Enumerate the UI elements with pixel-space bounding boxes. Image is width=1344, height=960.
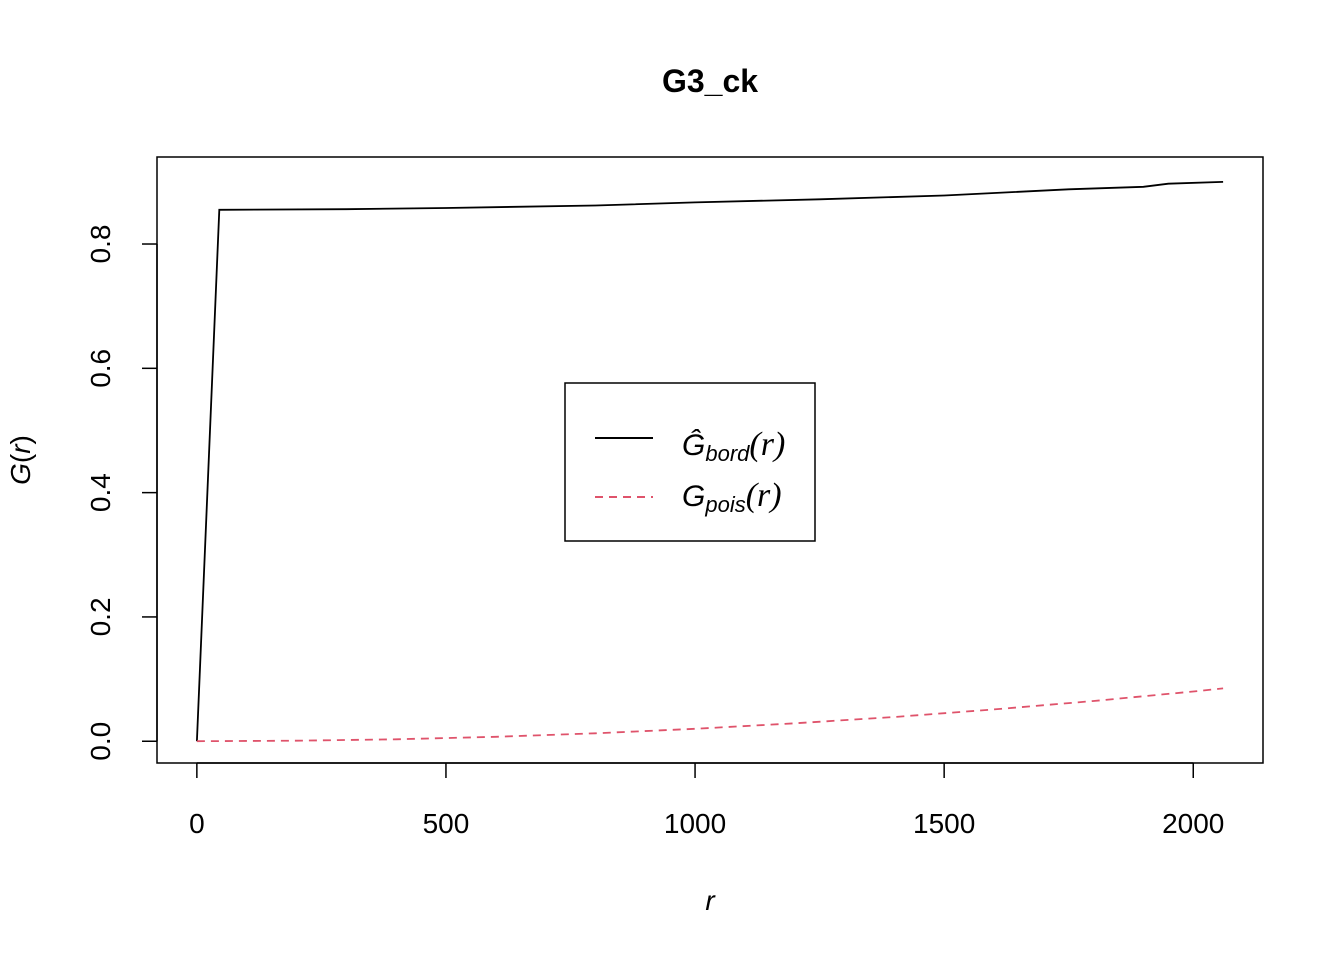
legend-bord-arg: (r) (749, 426, 785, 463)
y-axis-label-text: G(r) (5, 435, 36, 485)
series-line-bord (196, 181, 1224, 742)
legend-bord-sub: bord (705, 441, 750, 466)
y-axis-label: G(r) (5, 435, 36, 485)
x-tick-label: 1000 (664, 808, 726, 839)
y-axis-label-arg: r (5, 443, 36, 454)
y-tick-label: 0.2 (85, 597, 116, 636)
series-layer (196, 181, 1224, 743)
y-tick-label: 0.8 (85, 225, 116, 264)
y-axis: 0.0 0.2 0.4 0.6 0.8 (85, 225, 158, 761)
legend: Ĝbord(r) Gpois(r) (564, 382, 816, 542)
legend-pois-sub: pois (704, 492, 745, 517)
y-axis-label-close-paren: ) (5, 435, 36, 444)
x-tick-label: 2000 (1162, 808, 1224, 839)
x-axis-label: r (705, 885, 716, 916)
legend-label-bord: Ĝbord(r) (682, 426, 785, 466)
legend-box (564, 382, 816, 542)
series-line-pois (196, 687, 1224, 743)
x-tick-label: 0 (189, 808, 205, 839)
y-tick-label: 0.4 (85, 473, 116, 512)
x-axis: 0 500 1000 1500 2000 (189, 762, 1224, 839)
legend-pois-main: G (682, 480, 705, 513)
y-tick-label: 0.0 (85, 722, 116, 761)
x-tick-label: 1500 (913, 808, 975, 839)
x-tick-label: 500 (423, 808, 470, 839)
legend-bord-main: Ĝ (682, 428, 705, 462)
y-axis-label-main: G (5, 463, 36, 485)
legend-pois-arg: (r) (746, 477, 782, 514)
legend-label-pois: Gpois(r) (682, 477, 782, 517)
y-tick-label: 0.6 (85, 349, 116, 388)
chart-title: G3_ck (662, 63, 758, 99)
y-axis-label-open-paren: ( (5, 453, 36, 463)
